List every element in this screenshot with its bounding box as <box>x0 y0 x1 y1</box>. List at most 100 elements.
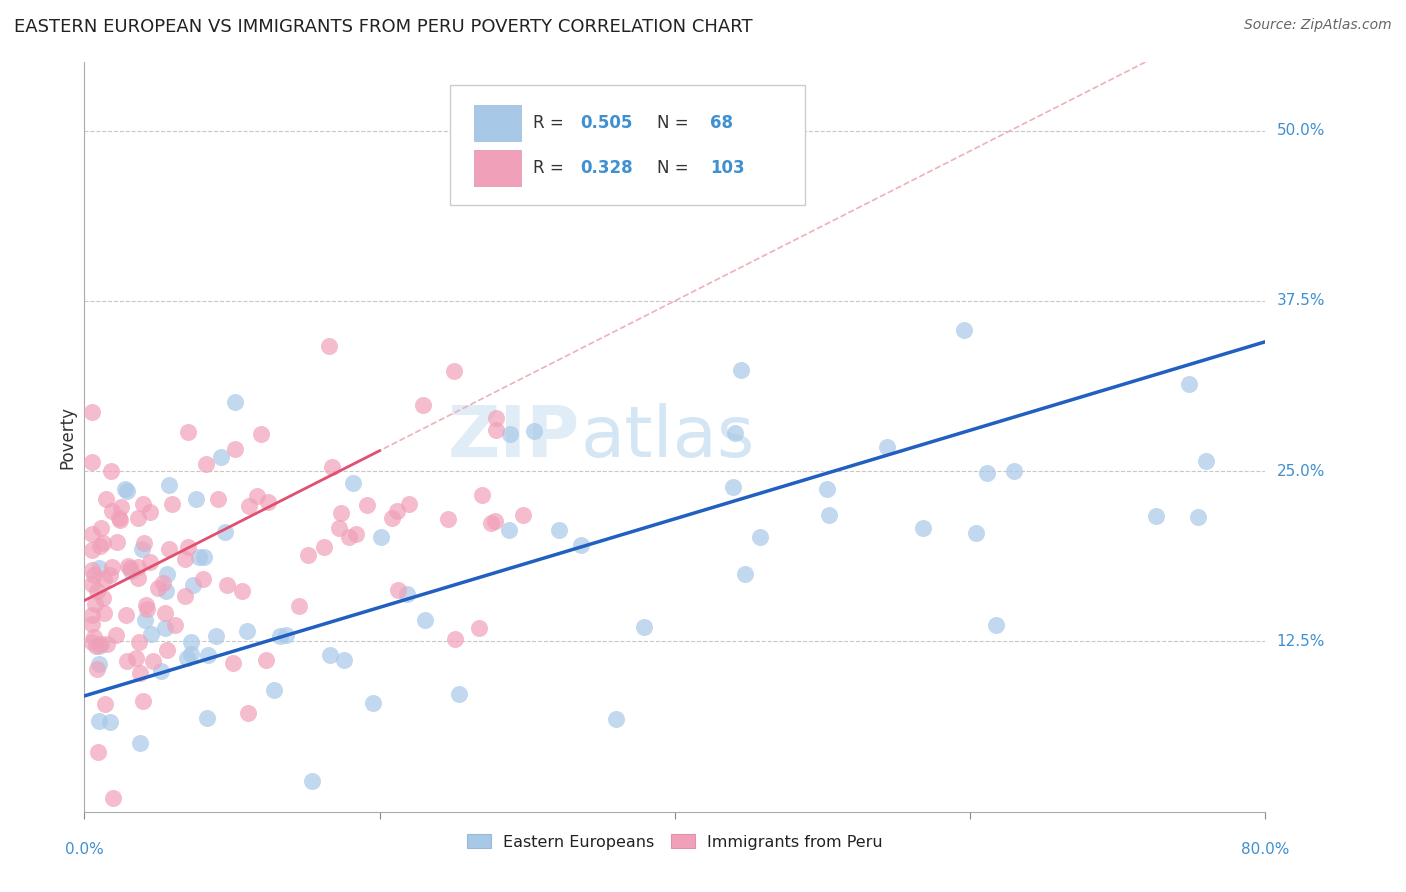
Point <box>174 590 197 604</box>
Point <box>523 424 546 438</box>
Point <box>250 427 273 442</box>
Point <box>321 459 343 474</box>
Point <box>395 586 418 600</box>
Point <box>512 508 534 522</box>
Point <box>976 467 998 481</box>
Point <box>204 630 226 644</box>
Point <box>953 323 976 337</box>
Text: Source: ZipAtlas.com: Source: ZipAtlas.com <box>1244 18 1392 32</box>
Point <box>724 425 747 440</box>
Point <box>337 530 360 544</box>
Point <box>156 567 179 582</box>
Point <box>132 497 155 511</box>
Point <box>157 478 180 492</box>
Point <box>110 500 132 514</box>
Point <box>153 606 176 620</box>
Point <box>156 642 179 657</box>
Point <box>101 791 124 805</box>
Text: N =: N = <box>657 159 689 178</box>
Point <box>93 698 115 712</box>
Point <box>633 620 655 634</box>
Point <box>87 714 111 728</box>
Point <box>398 497 420 511</box>
Point <box>114 482 136 496</box>
Point <box>287 599 309 614</box>
Point <box>499 427 522 442</box>
Point <box>155 584 177 599</box>
Point <box>342 476 364 491</box>
Point <box>108 513 131 527</box>
Point <box>80 577 103 591</box>
Point <box>734 566 756 581</box>
Point <box>1002 464 1025 478</box>
Point <box>498 524 520 538</box>
Point <box>80 527 103 541</box>
Point <box>447 687 470 701</box>
Point <box>381 511 404 525</box>
Point <box>319 648 342 662</box>
Point <box>153 621 176 635</box>
Point <box>193 549 215 564</box>
Point <box>115 484 138 499</box>
Point <box>547 523 569 537</box>
Text: 0.505: 0.505 <box>581 114 633 132</box>
Point <box>84 639 107 653</box>
Point <box>730 362 752 376</box>
Point <box>224 442 246 457</box>
Point <box>876 440 898 454</box>
Point <box>87 639 111 653</box>
Point <box>177 540 200 554</box>
Point <box>214 525 236 540</box>
Point <box>471 488 494 502</box>
Point <box>134 535 156 549</box>
Point <box>80 543 103 558</box>
Point <box>115 654 138 668</box>
Point <box>184 492 207 507</box>
Point <box>817 508 839 522</box>
Point <box>127 511 149 525</box>
Point <box>238 499 260 513</box>
Point <box>344 527 367 541</box>
Point <box>120 564 142 578</box>
Point <box>139 627 162 641</box>
Text: ZIP: ZIP <box>449 402 581 472</box>
Point <box>142 654 165 668</box>
Point <box>356 498 378 512</box>
Text: EASTERN EUROPEAN VS IMMIGRANTS FROM PERU POVERTY CORRELATION CHART: EASTERN EUROPEAN VS IMMIGRANTS FROM PERU… <box>14 18 752 36</box>
Point <box>485 423 508 437</box>
Point <box>87 561 111 575</box>
Point <box>98 567 121 582</box>
Point <box>128 736 150 750</box>
Point <box>86 584 108 599</box>
Point <box>80 635 103 649</box>
Point <box>100 560 122 574</box>
Point <box>215 578 238 592</box>
Point <box>129 666 152 681</box>
FancyBboxPatch shape <box>450 85 804 205</box>
Text: 103: 103 <box>710 159 745 178</box>
Point <box>80 607 103 622</box>
Point <box>131 541 153 556</box>
Point <box>443 364 465 378</box>
Point <box>83 567 105 582</box>
Point <box>93 607 115 621</box>
Point <box>127 571 149 585</box>
Text: 37.5%: 37.5% <box>1277 293 1324 309</box>
Point <box>1187 509 1209 524</box>
Point <box>257 495 280 509</box>
Point <box>274 628 297 642</box>
Point <box>911 521 934 535</box>
Point <box>146 581 169 595</box>
Point <box>467 621 489 635</box>
Point <box>80 405 103 419</box>
Point <box>181 578 204 592</box>
Point <box>87 657 111 671</box>
Point <box>361 696 384 710</box>
Point <box>150 665 173 679</box>
Point <box>105 628 128 642</box>
Point <box>90 521 112 535</box>
Text: R =: R = <box>533 159 569 178</box>
Point <box>412 398 434 412</box>
Point <box>114 608 136 623</box>
Point <box>246 489 269 503</box>
